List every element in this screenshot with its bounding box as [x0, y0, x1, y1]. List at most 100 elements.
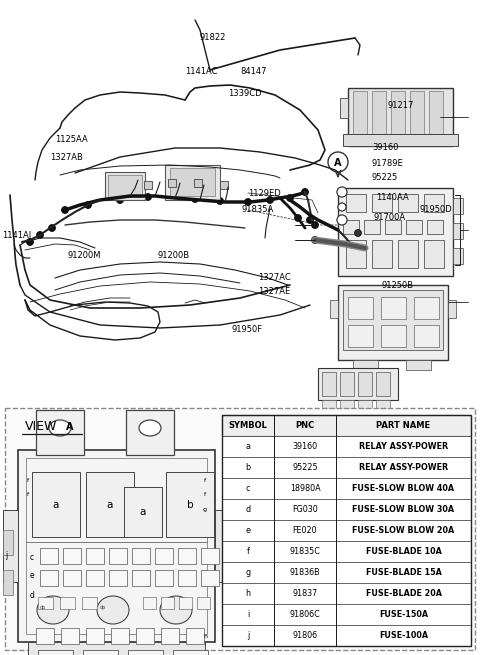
Bar [372, 240, 392, 268]
Bar [398, 194, 418, 212]
Text: FUSE-SLOW BLOW 30A: FUSE-SLOW BLOW 30A [352, 505, 455, 514]
Bar [385, 220, 401, 234]
Bar [424, 194, 444, 212]
Text: A: A [66, 422, 74, 432]
Text: 84147: 84147 [240, 67, 266, 77]
Text: d: d [30, 591, 35, 599]
Text: a: a [140, 507, 146, 517]
Text: FUSE-100A: FUSE-100A [379, 631, 428, 640]
Text: 1327AC: 1327AC [258, 274, 291, 282]
Bar [155, 570, 173, 586]
Circle shape [84, 202, 92, 208]
Bar [222, 625, 471, 646]
Text: c: c [246, 484, 250, 493]
Bar [105, 172, 145, 200]
Bar [3, 510, 18, 582]
Bar [322, 372, 336, 396]
Bar [108, 175, 142, 197]
Bar [410, 91, 424, 143]
Circle shape [244, 198, 252, 206]
Text: 91200M: 91200M [68, 250, 101, 259]
Bar [406, 360, 431, 370]
Text: 1125AA: 1125AA [55, 136, 88, 145]
Bar [330, 300, 338, 318]
Bar [448, 300, 456, 318]
Text: SYMBOL: SYMBOL [228, 421, 267, 430]
Bar [343, 134, 458, 146]
Text: FUSE-BLADE 10A: FUSE-BLADE 10A [366, 547, 442, 556]
Bar [372, 91, 386, 143]
Bar [376, 400, 390, 408]
Text: FG030: FG030 [292, 505, 318, 514]
Ellipse shape [49, 420, 71, 436]
Bar [32, 472, 80, 537]
Text: 1140AA: 1140AA [376, 193, 409, 202]
Text: 91217: 91217 [388, 100, 414, 109]
Bar [144, 181, 152, 189]
Bar [36, 628, 54, 644]
Bar [178, 570, 196, 586]
Text: RELAY ASSY-POWER: RELAY ASSY-POWER [359, 463, 448, 472]
Bar [343, 220, 359, 234]
Text: f: f [204, 493, 206, 498]
Bar [179, 597, 192, 609]
Bar [222, 436, 471, 457]
Bar [381, 325, 406, 347]
Bar [318, 368, 398, 400]
Bar [63, 570, 81, 586]
Bar [220, 181, 228, 189]
Text: 1141AC: 1141AC [185, 67, 217, 77]
Bar [358, 400, 372, 408]
Text: j: j [247, 631, 249, 640]
Bar [348, 325, 373, 347]
Text: 95225: 95225 [372, 174, 398, 183]
Bar [128, 650, 163, 655]
Text: g: g [245, 568, 251, 577]
Circle shape [167, 193, 173, 200]
Text: i: i [247, 610, 249, 619]
Text: PNC: PNC [295, 421, 314, 430]
Text: FUSE-SLOW BLOW 40A: FUSE-SLOW BLOW 40A [352, 484, 455, 493]
Bar [132, 570, 150, 586]
Bar [364, 220, 380, 234]
Text: 95225: 95225 [292, 463, 318, 472]
Bar [82, 597, 97, 609]
Ellipse shape [160, 596, 192, 624]
Bar [338, 285, 448, 360]
Bar [338, 188, 453, 276]
Bar [38, 650, 73, 655]
Bar [173, 650, 208, 655]
Text: b: b [245, 463, 251, 472]
Circle shape [36, 231, 44, 238]
Bar [346, 194, 366, 212]
Bar [194, 179, 202, 187]
Text: d: d [245, 505, 251, 514]
Bar [36, 410, 84, 455]
Bar [143, 597, 156, 609]
Bar [424, 240, 444, 268]
Circle shape [338, 203, 346, 211]
Bar [26, 458, 207, 634]
Text: 91950D: 91950D [420, 206, 453, 214]
Text: 91835C: 91835C [289, 547, 321, 556]
Circle shape [337, 215, 347, 225]
Text: FUSE-150A: FUSE-150A [379, 610, 428, 619]
Text: e: e [30, 571, 34, 580]
Text: j: j [5, 550, 7, 559]
Text: 1327AB: 1327AB [50, 153, 83, 162]
Bar [414, 297, 439, 319]
Text: f: f [27, 477, 29, 483]
Text: a: a [107, 500, 113, 510]
Bar [61, 628, 79, 644]
Circle shape [192, 195, 199, 202]
Text: h: h [245, 589, 251, 598]
Text: 1339CD: 1339CD [228, 88, 262, 98]
Text: g: g [203, 508, 207, 512]
Circle shape [144, 193, 152, 200]
Text: FUSE-BLADE 15A: FUSE-BLADE 15A [366, 568, 442, 577]
Bar [86, 628, 104, 644]
Bar [340, 400, 354, 408]
Bar [358, 372, 372, 396]
Circle shape [312, 236, 319, 244]
Circle shape [26, 238, 34, 246]
